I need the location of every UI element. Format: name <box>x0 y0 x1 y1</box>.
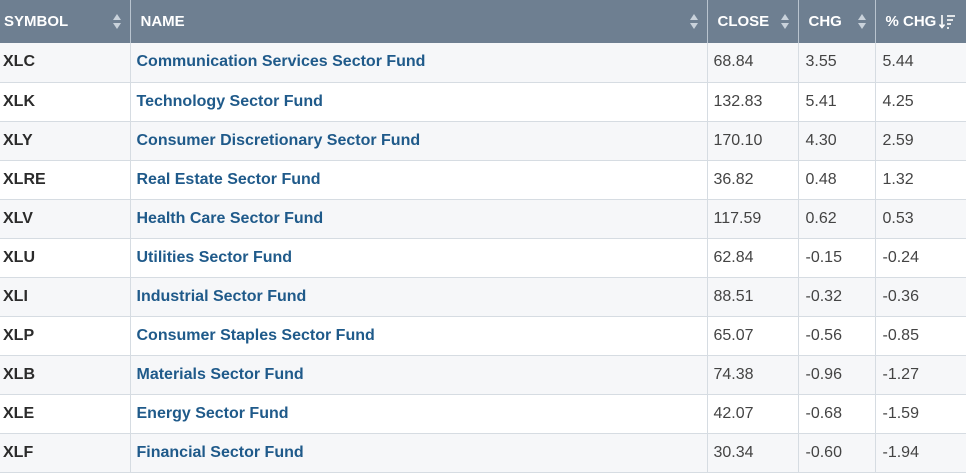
chg-cell: -0.56 <box>798 316 876 356</box>
chg-cell: 0.62 <box>798 199 876 239</box>
pct-chg-cell: 5.44 <box>875 43 966 83</box>
table-body: XLC Communication Services Sector Fund 68.… <box>0 43 966 473</box>
chg-cell: -0.60 <box>798 433 876 473</box>
close-cell: 74.38 <box>707 355 799 395</box>
symbol-cell: XLY <box>0 121 131 161</box>
table-row[interactable]: XLU Utilities Sector Fund 62.84 -0.15 -0.24 <box>0 238 966 278</box>
fund-link[interactable]: Technology Sector Fund <box>136 92 323 110</box>
column-header-close[interactable]: CLOSE <box>707 0 799 43</box>
fund-link[interactable]: Utilities Sector Fund <box>136 248 293 266</box>
symbol-cell: XLF <box>0 433 131 473</box>
name-cell: Financial Sector Fund <box>130 433 708 473</box>
name-cell: Consumer Discretionary Sector Fund <box>130 121 708 161</box>
name-cell: Technology Sector Fund <box>130 82 708 122</box>
symbol-cell: XLB <box>0 355 131 395</box>
fund-link[interactable]: Consumer Discretionary Sector Fund <box>136 131 421 149</box>
fund-link[interactable]: Real Estate Sector Fund <box>136 170 321 188</box>
chg-cell: 3.55 <box>798 43 876 83</box>
table-row[interactable]: XLB Materials Sector Fund 74.38 -0.96 -1.27 <box>0 355 966 395</box>
fund-link[interactable]: Financial Sector Fund <box>136 443 304 461</box>
symbol-cell: XLC <box>0 43 131 83</box>
name-cell: Materials Sector Fund <box>130 355 708 395</box>
name-cell: Real Estate Sector Fund <box>130 160 708 200</box>
pct-chg-cell: 1.32 <box>875 160 966 200</box>
fund-link[interactable]: Communication Services Sector Fund <box>136 53 426 71</box>
column-header-chg[interactable]: CHG <box>798 0 876 43</box>
symbol-cell: XLRE <box>0 160 131 200</box>
column-header-pct-chg[interactable]: % CHG <box>875 0 966 43</box>
pct-chg-cell: -0.85 <box>875 316 966 356</box>
chg-cell: -0.15 <box>798 238 876 278</box>
name-cell: Consumer Staples Sector Fund <box>130 316 708 356</box>
pct-chg-cell: -0.24 <box>875 238 966 278</box>
pct-chg-cell: -1.94 <box>875 433 966 473</box>
pct-chg-cell: 2.59 <box>875 121 966 161</box>
close-cell: 68.84 <box>707 43 799 83</box>
column-header-label: NAME <box>140 13 185 30</box>
fund-link[interactable]: Consumer Staples Sector Fund <box>136 326 375 344</box>
chg-cell: 4.30 <box>798 121 876 161</box>
name-cell: Communication Services Sector Fund <box>130 43 708 83</box>
name-cell: Health Care Sector Fund <box>130 199 708 239</box>
name-cell: Industrial Sector Fund <box>130 277 708 317</box>
column-header-symbol[interactable]: SYMBOL <box>0 0 131 43</box>
fund-link[interactable]: Health Care Sector Fund <box>136 209 324 227</box>
column-header-label: CHG <box>808 13 842 30</box>
chg-cell: -0.32 <box>798 277 876 317</box>
close-cell: 88.51 <box>707 277 799 317</box>
symbol-cell: XLI <box>0 277 131 317</box>
close-cell: 30.34 <box>707 433 799 473</box>
fund-link[interactable]: Energy Sector Fund <box>136 404 289 422</box>
fund-link[interactable]: Industrial Sector Fund <box>136 287 307 305</box>
column-header-label: % CHG <box>885 13 937 30</box>
chg-cell: -0.96 <box>798 355 876 395</box>
close-cell: 132.83 <box>707 82 799 122</box>
column-header-name[interactable]: NAME <box>130 0 708 43</box>
symbol-cell: XLP <box>0 316 131 356</box>
sort-both-icon <box>857 14 867 29</box>
table-row[interactable]: XLY Consumer Discretionary Sector Fund 170… <box>0 121 966 161</box>
name-cell: Utilities Sector Fund <box>130 238 708 278</box>
table-row[interactable]: XLK Technology Sector Fund 132.83 5.41 4.25 <box>0 82 966 122</box>
table-header: SYMBOL NAME CLOSE CHG % CHG <box>0 0 966 43</box>
column-header-label: SYMBOL <box>4 13 69 30</box>
chg-cell: -0.68 <box>798 394 876 434</box>
table-row[interactable]: XLRE Real Estate Sector Fund 36.82 0.48 1.32 <box>0 160 966 200</box>
close-cell: 36.82 <box>707 160 799 200</box>
chg-cell: 0.48 <box>798 160 876 200</box>
column-header-label: CLOSE <box>717 13 770 30</box>
close-cell: 62.84 <box>707 238 799 278</box>
pct-chg-cell: -1.27 <box>875 355 966 395</box>
symbol-cell: XLK <box>0 82 131 122</box>
table-row[interactable]: XLE Energy Sector Fund 42.07 -0.68 -1.59 <box>0 394 966 434</box>
sort-both-icon <box>780 14 790 29</box>
table-row[interactable]: XLI Industrial Sector Fund 88.51 -0.32 -0.36 <box>0 277 966 317</box>
table-row[interactable]: XLF Financial Sector Fund 30.34 -0.60 -1.94 <box>0 433 966 473</box>
symbol-cell: XLV <box>0 199 131 239</box>
pct-chg-cell: -0.36 <box>875 277 966 317</box>
pct-chg-cell: 4.25 <box>875 82 966 122</box>
fund-link[interactable]: Materials Sector Fund <box>136 365 304 383</box>
sort-both-icon <box>689 14 699 29</box>
pct-chg-cell: 0.53 <box>875 199 966 239</box>
close-cell: 42.07 <box>707 394 799 434</box>
chg-cell: 5.41 <box>798 82 876 122</box>
close-cell: 65.07 <box>707 316 799 356</box>
symbol-cell: XLE <box>0 394 131 434</box>
name-cell: Energy Sector Fund <box>130 394 708 434</box>
close-cell: 117.59 <box>707 199 799 239</box>
symbol-cell: XLU <box>0 238 131 278</box>
table-row[interactable]: XLC Communication Services Sector Fund 68.… <box>0 43 966 83</box>
sort-both-icon <box>112 14 122 29</box>
close-cell: 170.10 <box>707 121 799 161</box>
table-row[interactable]: XLV Health Care Sector Fund 117.59 0.62 0.53 <box>0 199 966 239</box>
pct-chg-cell: -1.59 <box>875 394 966 434</box>
sort-descending-icon <box>939 15 955 29</box>
table-row[interactable]: XLP Consumer Staples Sector Fund 65.07 -0.5… <box>0 316 966 356</box>
